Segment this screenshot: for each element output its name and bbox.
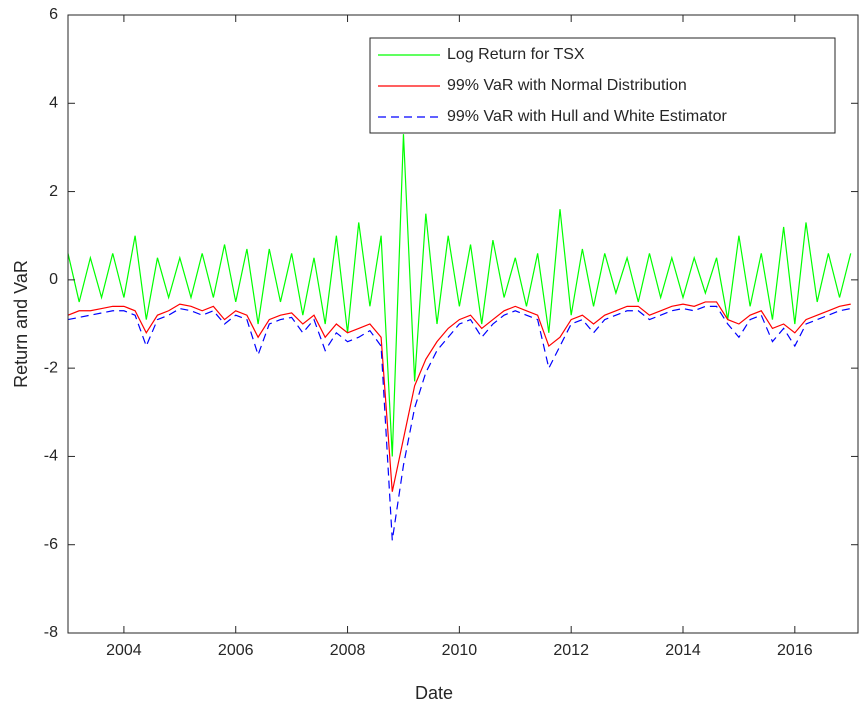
x-tick-label: 2008 xyxy=(330,642,366,659)
x-tick-label: 2014 xyxy=(665,642,701,659)
series-line xyxy=(67,301,851,492)
series-line xyxy=(67,134,852,457)
x-tick-label: 2010 xyxy=(442,642,478,659)
legend-label: 99% VaR with Normal Distribution xyxy=(447,77,687,94)
y-tick-label: 6 xyxy=(49,6,58,23)
plot-area xyxy=(67,134,852,541)
legend-label: 99% VaR with Hull and White Estimator xyxy=(447,108,727,125)
x-tick-label: 2004 xyxy=(106,642,142,659)
y-tick-label: -2 xyxy=(44,359,58,376)
y-tick-label: -6 xyxy=(44,536,58,553)
y-tick-label: 4 xyxy=(49,95,58,112)
y-axis-label: Return and VaR xyxy=(11,260,31,388)
x-tick-label: 2006 xyxy=(218,642,254,659)
x-tick-label: 2016 xyxy=(777,642,813,659)
series-line xyxy=(67,305,851,541)
legend-label: Log Return for TSX xyxy=(447,46,585,63)
legend-box xyxy=(369,37,836,134)
x-tick-label: 2012 xyxy=(553,642,589,659)
x-axis-label: Date xyxy=(415,683,453,703)
y-tick-label: 2 xyxy=(49,183,58,200)
y-tick-label: -4 xyxy=(44,448,58,465)
y-tick-label: -8 xyxy=(44,624,58,641)
y-tick-label: 0 xyxy=(49,271,58,288)
axes-box xyxy=(67,14,859,634)
